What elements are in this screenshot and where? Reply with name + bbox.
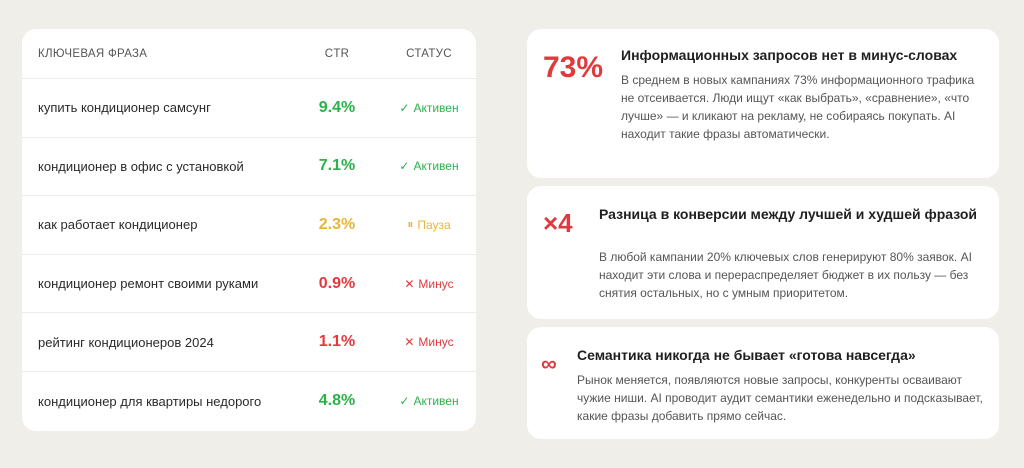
table-header: КЛЮЧЕВАЯ ФРАЗА CTR СТАТУС	[22, 29, 476, 79]
status-badge[interactable]: ✓ Активен	[399, 101, 458, 115]
table-row[interactable]: кондиционер ремонт своими руками 0.9% ✕ Мин…	[22, 255, 476, 314]
ctr-value: 0.9%	[318, 274, 356, 292]
status-badge[interactable]: ✕ Минус	[404, 277, 453, 291]
status-label: Минус	[418, 276, 454, 291]
status-label: Минус	[418, 335, 454, 350]
status-cell: ✕ Минус	[382, 335, 476, 349]
header-ctr: CTR	[324, 47, 350, 60]
metric-value: ×4	[543, 208, 573, 238]
keyword-phrase: купить кондиционер самсунг	[38, 100, 211, 116]
status-badge[interactable]: ✕ Минус	[404, 335, 453, 349]
status-cell: ✓ Активен	[382, 394, 476, 408]
status-badge[interactable]: ✓ Активен	[399, 394, 458, 408]
status-cell: ⏸ Пауза	[382, 217, 476, 232]
card-title: Информационных запросов нет в минус-слов…	[621, 47, 958, 63]
ctr-value: 4.8%	[318, 392, 356, 410]
status-label: Пауза	[417, 217, 451, 232]
ctr-value: 1.1%	[318, 333, 356, 351]
status-label: Активен	[413, 100, 459, 115]
table-row[interactable]: купить кондиционер самсунг 9.4% ✓ Активен	[22, 79, 476, 138]
cross-icon: ✕	[404, 276, 415, 291]
check-icon: ✓	[399, 394, 410, 409]
keyword-phrase: кондиционер в офис с установкой	[38, 158, 244, 174]
ctr-value: 2.3%	[318, 215, 356, 233]
keyword-phrase: как работает кондиционер	[38, 217, 198, 233]
ctr-cell: 2.3%	[292, 216, 382, 234]
card-text: Рынок меняется, появляются новые запросы…	[577, 373, 983, 423]
pause-icon: ⏸	[407, 217, 414, 232]
status-cell: ✕ Минус	[382, 277, 476, 291]
status-cell: ✓ Активен	[382, 101, 476, 115]
ctr-cell: 0.9%	[292, 275, 382, 293]
table-row[interactable]: рейтинг кондиционеров 2024 1.1% ✕ Минус	[22, 313, 476, 372]
ctr-cell: 4.8%	[292, 392, 382, 410]
info-card-semantics: ∞ Семантика никогда не бывает «готова на…	[527, 327, 999, 439]
info-card-informational: 73% Информационных запросов нет в минус-…	[527, 29, 999, 178]
header-status: СТАТУС	[406, 47, 452, 60]
header-phrase: КЛЮЧЕВАЯ ФРАЗА	[38, 47, 148, 60]
keyword-phrase: кондиционер для квартиры недорого	[38, 393, 262, 409]
status-badge[interactable]: ✓ Активен	[399, 159, 458, 173]
table-row[interactable]: кондиционер для квартиры недорого 4.8% ✓ Ак…	[22, 372, 476, 431]
table-row[interactable]: как работает кондиционер 2.3% ⏸ Пауза	[22, 196, 476, 255]
metric-value: 73%	[543, 51, 604, 84]
card-title: Семантика никогда не бывает «готова навс…	[577, 347, 916, 363]
table-row[interactable]: кондиционер в офис с установкой 7.1% ✓ Акти…	[22, 138, 476, 197]
card-text: В любой кампании 20% ключевых слов генер…	[599, 250, 972, 300]
card-text: В среднем в новых кампаниях 73% информац…	[621, 73, 975, 141]
ctr-cell: 1.1%	[292, 333, 382, 351]
ctr-value: 7.1%	[318, 157, 356, 175]
cross-icon: ✕	[404, 335, 415, 350]
ctr-cell: 7.1%	[292, 157, 382, 175]
ctr-value: 9.4%	[318, 98, 356, 116]
infinity-icon: ∞	[541, 351, 557, 376]
ctr-cell: 9.4%	[292, 99, 382, 117]
status-badge[interactable]: ⏸ Пауза	[407, 217, 450, 232]
keywords-table: КЛЮЧЕВАЯ ФРАЗА CTR СТАТУС купить кондици…	[22, 29, 476, 431]
status-label: Активен	[413, 159, 459, 174]
status-label: Активен	[413, 394, 459, 409]
keyword-phrase: кондиционер ремонт своими руками	[38, 276, 259, 292]
info-card-conversion: ×4 Разница в конверсии между лучшей и ху…	[527, 186, 999, 319]
card-title: Разница в конверсии между лучшей и худше…	[599, 206, 978, 222]
check-icon: ✓	[399, 159, 410, 174]
status-cell: ✓ Активен	[382, 159, 476, 173]
check-icon: ✓	[399, 100, 410, 115]
keyword-phrase: рейтинг кондиционеров 2024	[38, 334, 214, 350]
